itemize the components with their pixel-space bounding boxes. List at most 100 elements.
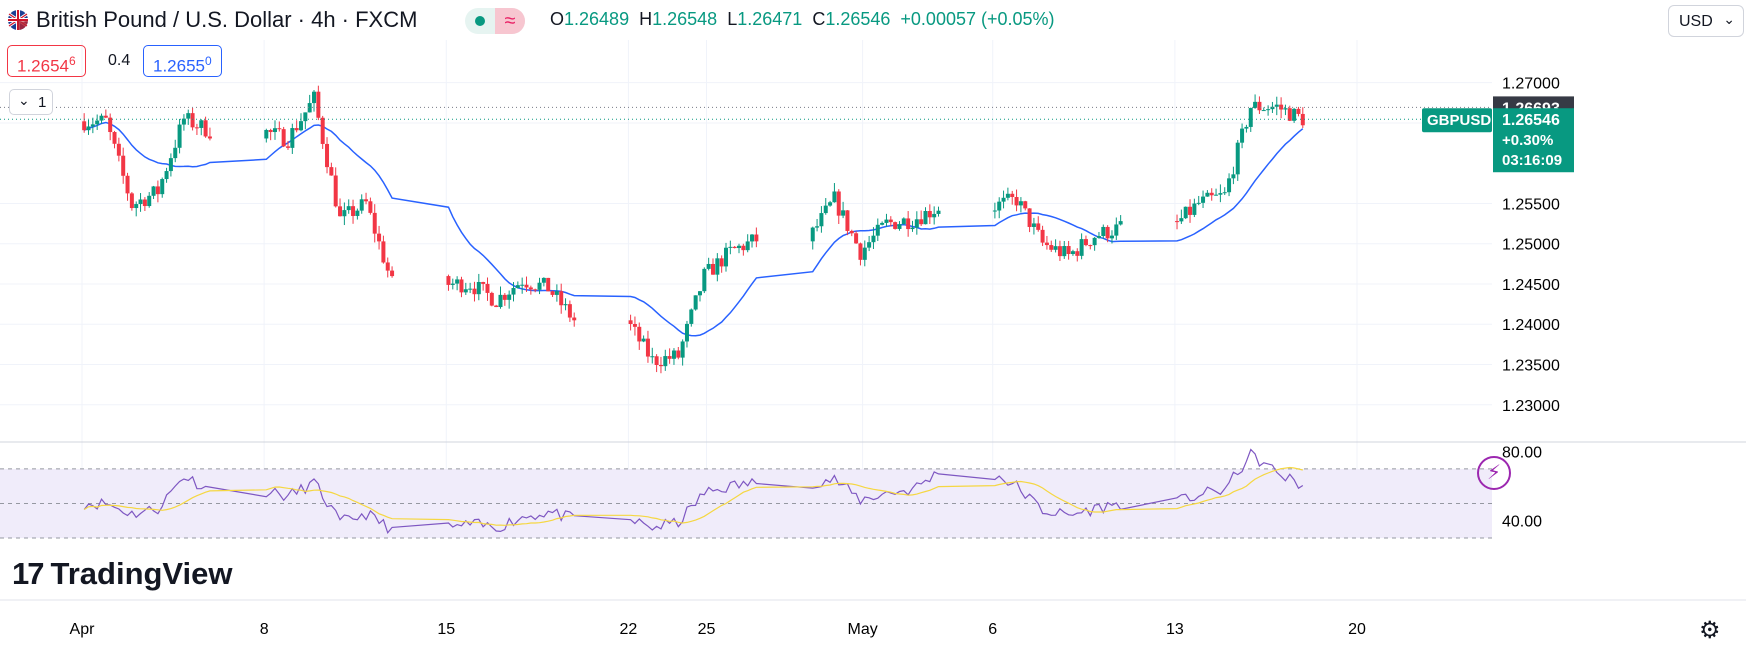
candle-body bbox=[86, 126, 91, 131]
x-tick-label: 20 bbox=[1348, 621, 1366, 638]
candle-body bbox=[307, 103, 312, 113]
candle-down bbox=[502, 293, 507, 306]
candle-down bbox=[533, 288, 538, 293]
candle-up bbox=[1005, 187, 1010, 201]
candle-down bbox=[459, 276, 464, 298]
high-value: 1.26548 bbox=[652, 9, 718, 29]
candle-body bbox=[1066, 246, 1071, 255]
last-price-change: +0.30% bbox=[1502, 132, 1553, 149]
candle-body bbox=[1075, 251, 1080, 256]
candle-up bbox=[862, 240, 867, 267]
candle-down bbox=[1036, 216, 1041, 232]
candle-body bbox=[472, 288, 477, 295]
candle-body bbox=[194, 127, 199, 129]
symbol-title[interactable]: British Pound / U.S. Dollar · 4h · FXCM bbox=[36, 7, 418, 32]
candle-up bbox=[312, 90, 317, 112]
candle-body bbox=[1101, 226, 1106, 237]
candle-up bbox=[936, 206, 941, 217]
candle-up bbox=[1283, 104, 1288, 116]
candle-body bbox=[494, 305, 499, 308]
candle-body bbox=[1222, 192, 1227, 194]
candle-down bbox=[667, 348, 672, 364]
candle-body bbox=[277, 128, 282, 130]
candle-body bbox=[871, 235, 876, 243]
candle-body bbox=[1231, 174, 1236, 179]
candle-down bbox=[121, 147, 126, 184]
candle-up bbox=[875, 218, 880, 242]
candle-down bbox=[719, 255, 724, 273]
x-tick-label: 15 bbox=[437, 621, 455, 638]
candle-body bbox=[1005, 193, 1010, 198]
candle-body bbox=[671, 350, 676, 359]
candle-down bbox=[854, 231, 859, 244]
candle-body bbox=[377, 233, 382, 242]
sell-price-button[interactable]: 1.26546 bbox=[7, 45, 86, 77]
candle-body bbox=[1040, 229, 1045, 243]
candle-up bbox=[463, 282, 468, 295]
candle-body bbox=[893, 222, 898, 229]
candle-up bbox=[1118, 215, 1123, 226]
candle-body bbox=[563, 304, 568, 306]
candle-body bbox=[836, 191, 841, 216]
candle-body bbox=[134, 204, 139, 209]
candle-down bbox=[351, 199, 356, 224]
candle-body bbox=[528, 287, 533, 290]
candle-up bbox=[819, 206, 824, 233]
candle-up bbox=[476, 273, 481, 301]
candle-up bbox=[1092, 237, 1097, 251]
candle-body bbox=[264, 129, 269, 139]
candle-body bbox=[346, 206, 351, 211]
high-label: H bbox=[639, 9, 653, 29]
candle-body bbox=[1300, 113, 1305, 126]
buy-price-pip: 0 bbox=[205, 54, 212, 68]
candle-body bbox=[1088, 245, 1093, 247]
candle-body bbox=[1049, 245, 1054, 250]
indicators-toggle-button[interactable]: ⌄ 1 bbox=[9, 89, 53, 115]
candle-up bbox=[138, 193, 143, 212]
buy-price-button[interactable]: 1.26550 bbox=[143, 45, 222, 77]
candle-down bbox=[524, 276, 529, 292]
candle-body bbox=[507, 294, 512, 300]
rsi-line bbox=[83, 448, 1304, 535]
candle-up bbox=[1018, 197, 1023, 213]
candle-up bbox=[181, 114, 186, 131]
candle-up bbox=[1222, 187, 1227, 196]
candle-down bbox=[142, 197, 147, 212]
candle-up bbox=[86, 119, 91, 135]
candle-up bbox=[199, 119, 204, 136]
candle-up bbox=[702, 267, 707, 294]
candle-up bbox=[724, 242, 729, 272]
currency-select[interactable]: USD ⌄ bbox=[1668, 5, 1744, 37]
candle-up bbox=[134, 201, 139, 217]
candle-down bbox=[546, 277, 551, 292]
wave-approx-icon: ≈ bbox=[495, 8, 525, 34]
candle-body bbox=[828, 202, 833, 206]
bar-countdown: 03:16:09 bbox=[1502, 152, 1562, 169]
candle-up bbox=[1266, 105, 1271, 116]
candle-up bbox=[498, 286, 503, 309]
indicator-count: 1 bbox=[38, 94, 47, 111]
candle-body bbox=[1279, 104, 1284, 110]
candle-up bbox=[264, 128, 269, 143]
candle-up bbox=[1235, 139, 1240, 181]
candle-up bbox=[1292, 107, 1297, 123]
gear-icon[interactable]: ⚙ bbox=[1699, 617, 1721, 644]
x-tick-label: 6 bbox=[988, 621, 997, 638]
candle-body bbox=[390, 270, 395, 277]
y-tick-label: 1.24500 bbox=[1502, 277, 1560, 294]
lightning-icon[interactable]: ⚡ bbox=[1477, 456, 1511, 490]
candle-body bbox=[147, 195, 152, 207]
market-status-pill[interactable]: ≈ bbox=[465, 8, 525, 34]
candle-body bbox=[1201, 196, 1206, 203]
candle-down bbox=[1088, 244, 1093, 250]
candle-up bbox=[671, 348, 676, 365]
candle-body bbox=[498, 294, 503, 308]
candle-up bbox=[1070, 249, 1075, 256]
chevron-down-icon: ⌄ bbox=[1723, 11, 1735, 27]
candle-up bbox=[164, 167, 169, 183]
candle-up bbox=[455, 276, 460, 291]
candle-down bbox=[1175, 214, 1180, 230]
candle-body bbox=[1270, 106, 1275, 110]
candle-down bbox=[194, 123, 199, 135]
